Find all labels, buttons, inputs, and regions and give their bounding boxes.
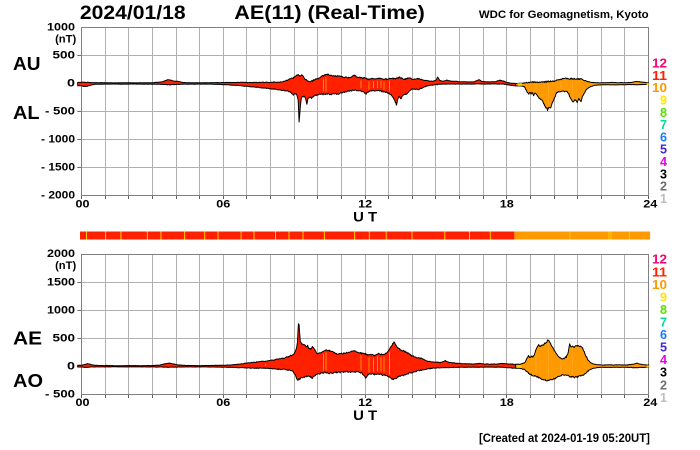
svg-text:4: 4 <box>660 155 667 169</box>
svg-text:U T: U T <box>353 407 377 423</box>
svg-text:3: 3 <box>660 167 667 181</box>
svg-text:9: 9 <box>660 290 667 304</box>
svg-text:4: 4 <box>660 353 667 367</box>
svg-text:(nT): (nT) <box>55 260 76 272</box>
svg-text:12: 12 <box>652 57 667 71</box>
svg-text:(nT): (nT) <box>55 33 76 45</box>
svg-text:1000: 1000 <box>47 304 75 316</box>
svg-text:5: 5 <box>660 341 667 355</box>
svg-text:8: 8 <box>660 106 667 120</box>
svg-text:9: 9 <box>660 94 667 108</box>
svg-text:7: 7 <box>660 316 667 330</box>
svg-text:U T: U T <box>353 208 377 224</box>
svg-text:12: 12 <box>358 397 372 409</box>
svg-text:- 2000: - 2000 <box>41 190 75 202</box>
svg-text:24: 24 <box>643 397 658 409</box>
svg-text:AL: AL <box>13 102 40 123</box>
svg-text:00: 00 <box>76 397 90 409</box>
svg-text:8: 8 <box>660 303 667 317</box>
svg-text:5: 5 <box>660 143 667 157</box>
svg-text:AE(11) (Real-Time): AE(11) (Real-Time) <box>234 2 424 24</box>
svg-text:1: 1 <box>660 391 667 405</box>
svg-text:1: 1 <box>660 192 667 206</box>
svg-text:AU: AU <box>13 53 41 74</box>
svg-text:- 1000: - 1000 <box>41 134 75 146</box>
svg-text:00: 00 <box>76 198 90 210</box>
svg-text:0: 0 <box>67 78 75 90</box>
svg-text:06: 06 <box>216 397 230 409</box>
svg-text:AO: AO <box>13 370 43 391</box>
svg-text:10: 10 <box>652 278 667 292</box>
svg-text:0: 0 <box>67 361 75 373</box>
svg-text:18: 18 <box>500 198 514 210</box>
svg-text:2000: 2000 <box>47 248 75 260</box>
svg-text:2: 2 <box>660 378 667 392</box>
svg-text:- 500: - 500 <box>45 106 75 118</box>
svg-text:WDC for Geomagnetism, Kyoto: WDC for Geomagnetism, Kyoto <box>479 9 649 21</box>
svg-text:[Created at 2024-01-19 05:20UT: [Created at 2024-01-19 05:20UT] <box>479 431 650 445</box>
svg-text:10: 10 <box>652 81 667 95</box>
svg-text:06: 06 <box>216 198 230 210</box>
svg-text:AE: AE <box>13 328 42 349</box>
svg-text:24: 24 <box>643 198 658 210</box>
svg-text:7: 7 <box>660 118 667 132</box>
svg-text:11: 11 <box>652 69 667 83</box>
svg-text:1000: 1000 <box>47 22 75 34</box>
svg-text:11: 11 <box>652 265 667 279</box>
svg-text:- 1500: - 1500 <box>41 162 75 174</box>
svg-text:500: 500 <box>53 333 76 345</box>
svg-text:6: 6 <box>660 130 667 144</box>
svg-text:2024/01/18: 2024/01/18 <box>80 2 186 24</box>
svg-text:- 500: - 500 <box>45 389 75 401</box>
svg-text:12: 12 <box>358 198 372 210</box>
svg-text:6: 6 <box>660 328 667 342</box>
svg-text:2: 2 <box>660 180 667 194</box>
svg-text:3: 3 <box>660 366 667 380</box>
svg-text:12: 12 <box>652 253 667 267</box>
svg-text:1500: 1500 <box>47 276 75 288</box>
svg-text:500: 500 <box>53 50 76 62</box>
svg-text:18: 18 <box>500 397 514 409</box>
